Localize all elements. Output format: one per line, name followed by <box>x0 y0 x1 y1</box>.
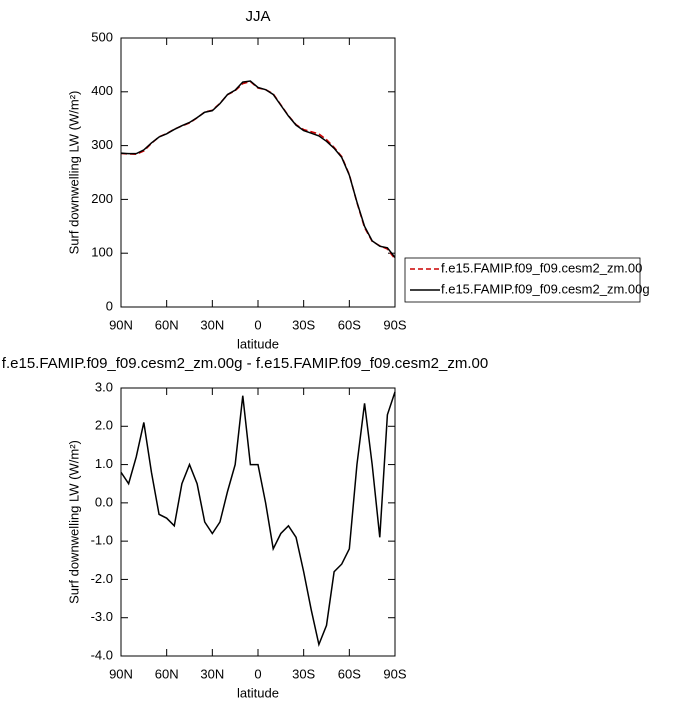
legend-label: f.e15.FAMIP.f09_f09.cesm2_zm.00g <box>441 281 650 296</box>
chart-title: f.e15.FAMIP.f09_f09.cesm2_zm.00g - f.e15… <box>2 355 488 372</box>
y-tick-label: 400 <box>91 83 113 98</box>
y-tick-label: 0 <box>106 298 113 313</box>
y-tick-label: 3.0 <box>95 379 113 394</box>
x-axis-label: latitude <box>237 685 279 700</box>
y-tick-label: -1.0 <box>91 533 113 548</box>
y-tick-label: 200 <box>91 191 113 206</box>
x-tick-label: 30N <box>200 666 224 681</box>
y-tick-label: -2.0 <box>91 571 113 586</box>
plot-frame <box>120 37 396 308</box>
x-tick-label: 90N <box>109 666 133 681</box>
data-line <box>120 80 396 260</box>
legend-label: f.e15.FAMIP.f09_f09.cesm2_zm.00 <box>441 260 642 275</box>
x-tick-label: 90N <box>109 317 133 332</box>
y-tick-label: -4.0 <box>91 647 113 662</box>
y-tick-label: 1.0 <box>95 456 113 471</box>
x-tick-label: 60S <box>338 666 361 681</box>
data-line <box>120 80 396 258</box>
y-tick-label: 500 <box>91 29 113 44</box>
y-axis-label: Surf downwelling LW (W/m²) <box>66 91 81 255</box>
data-line <box>120 391 396 648</box>
x-tick-label: 60N <box>155 666 179 681</box>
y-tick-label: 2.0 <box>95 418 113 433</box>
y-tick-label: 100 <box>91 245 113 260</box>
y-tick-label: 300 <box>91 137 113 152</box>
x-tick-label: 30S <box>292 317 315 332</box>
x-tick-label: 60N <box>155 317 179 332</box>
x-tick-label: 30N <box>200 317 224 332</box>
chart-title: JJA <box>245 8 270 25</box>
plot-frame <box>120 387 396 657</box>
y-axis-label: Surf downwelling LW (W/m²) <box>66 440 81 604</box>
y-tick-label: -3.0 <box>91 609 113 624</box>
x-tick-label: 90S <box>383 666 406 681</box>
x-axis-label: latitude <box>237 336 279 351</box>
y-tick-label: 0.0 <box>95 494 113 509</box>
x-tick-label: 30S <box>292 666 315 681</box>
x-tick-label: 0 <box>254 666 261 681</box>
x-tick-label: 60S <box>338 317 361 332</box>
x-tick-label: 90S <box>383 317 406 332</box>
x-tick-label: 0 <box>254 317 261 332</box>
legend-box <box>404 257 641 303</box>
